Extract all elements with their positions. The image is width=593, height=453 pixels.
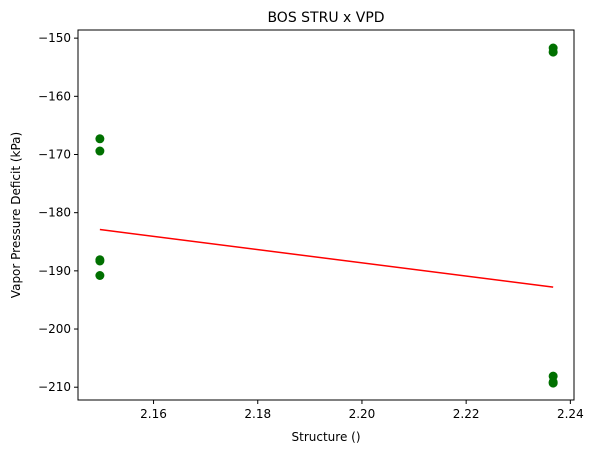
plot-layer <box>95 43 558 388</box>
y-tick-label: −180 <box>38 206 71 220</box>
data-point-10 <box>548 378 558 388</box>
x-tick-label: 2.20 <box>349 407 376 421</box>
x-tick-label: 2.18 <box>244 407 271 421</box>
plot-frame <box>77 29 575 401</box>
regression-line <box>99 228 554 288</box>
data-point-4 <box>95 256 105 266</box>
y-tick-label: −200 <box>38 322 71 336</box>
y-tick-label: −210 <box>38 380 71 394</box>
x-tick-label: 2.22 <box>453 407 480 421</box>
data-point-5 <box>95 271 105 281</box>
y-tick-label: −190 <box>38 264 71 278</box>
x-axis-title: Structure () <box>292 430 361 444</box>
x-axis-ticks: 2.16 2.18 2.20 2.22 2.24 <box>140 400 584 421</box>
y-tick-label: −160 <box>38 89 71 103</box>
data-point-7 <box>548 47 558 57</box>
data-point-2 <box>95 146 105 156</box>
chart-title: BOS STRU x VPD <box>267 10 384 26</box>
data-point-1 <box>95 134 105 144</box>
x-tick-label: 2.16 <box>140 407 167 421</box>
y-tick-label: −170 <box>38 147 71 161</box>
y-axis-title: Vapor Pressure Deficit (kPa) <box>9 132 23 298</box>
y-axis-ticks: −210 −200 −190 −180 −170 −160 −150 <box>38 31 78 394</box>
y-tick-label: −150 <box>38 31 71 45</box>
x-tick-label: 2.24 <box>557 407 584 421</box>
